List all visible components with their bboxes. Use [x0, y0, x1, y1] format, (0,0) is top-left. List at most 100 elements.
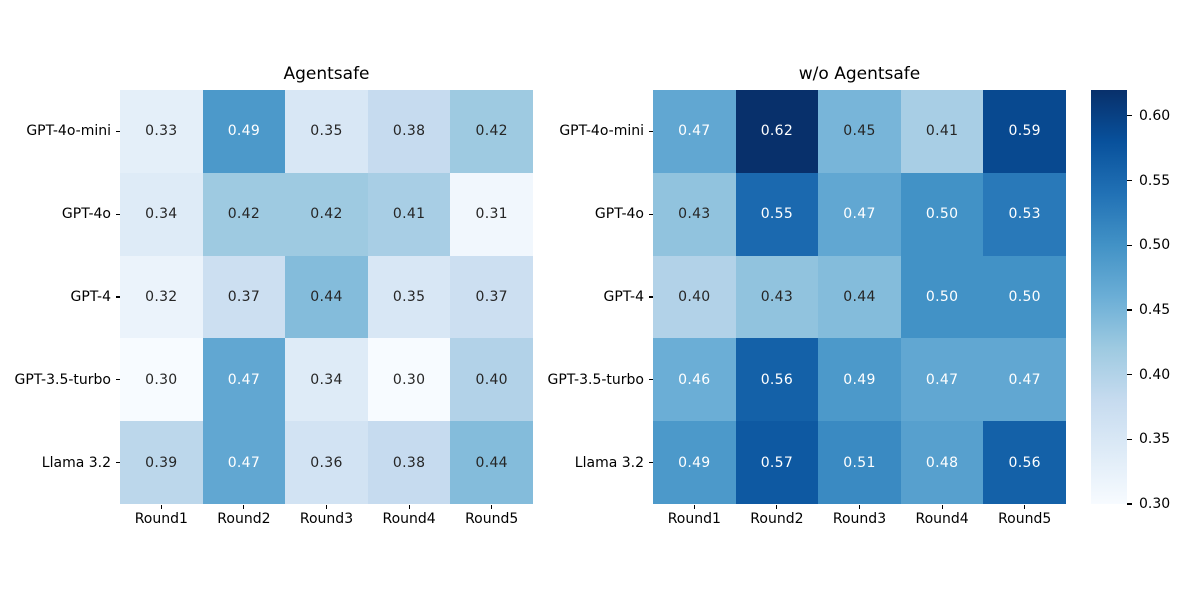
heatmap-cell: 0.44: [818, 255, 901, 339]
y-tick-label: GPT-4o: [594, 206, 644, 223]
colorbar-tick-mark: [1127, 309, 1132, 311]
heatmap-cell: 0.45: [818, 90, 901, 173]
colorbar-tick-mark: [1127, 438, 1132, 440]
heatmap-cell: 0.38: [367, 421, 451, 504]
right-heatmap-title: w/o Agentsafe: [798, 64, 921, 84]
heatmap-cell: 0.39: [120, 421, 203, 504]
heatmap-cell: 0.30: [367, 338, 451, 422]
y-tick-mark: [648, 379, 653, 381]
y-tick-label: GPT-3.5-turbo: [547, 371, 645, 388]
heatmap-cell: 0.57: [735, 421, 819, 504]
heatmap-cell: 0.47: [202, 421, 286, 504]
heatmap-cell: 0.53: [983, 172, 1066, 256]
heatmap-cell: 0.47: [983, 338, 1066, 422]
y-tick-label: GPT-4o-mini: [26, 123, 111, 140]
heatmap-cell: 0.40: [653, 255, 736, 339]
y-tick-label: GPT-4: [603, 289, 644, 305]
heatmap-cell: 0.42: [202, 172, 286, 256]
heatmap-cell: 0.56: [983, 421, 1066, 504]
heatmap-cell: 0.34: [285, 338, 368, 422]
y-tick-mark: [648, 296, 653, 298]
heatmap-cell: 0.49: [202, 90, 286, 173]
y-tick-mark: [648, 213, 653, 215]
x-tick-label: Round1: [667, 511, 721, 527]
x-tick-label: Round1: [134, 511, 188, 527]
heatmap-cell: 0.31: [450, 172, 533, 256]
colorbar-tick-label: 0.35: [1139, 431, 1171, 448]
y-tick-label: GPT-4o: [61, 206, 111, 223]
y-tick-label: GPT-3.5-turbo: [14, 371, 112, 388]
heatmap-cell: 0.51: [818, 421, 901, 504]
x-tick-mark: [858, 504, 861, 509]
colorbar-tick-label: 0.50: [1139, 237, 1171, 254]
heatmap-cell: 0.49: [818, 338, 901, 422]
heatmap-cell: 0.50: [900, 172, 984, 256]
heatmap-cell: 0.56: [735, 338, 819, 422]
heatmap-cell: 0.30: [120, 338, 203, 422]
heatmap-cell: 0.40: [450, 338, 533, 422]
colorbar-tick-label: 0.40: [1139, 366, 1171, 383]
colorbar-tick-label: 0.55: [1139, 172, 1171, 189]
heatmap-cell: 0.55: [735, 172, 819, 256]
y-tick-mark: [115, 379, 120, 381]
y-tick-mark: [648, 130, 653, 132]
x-tick-mark: [160, 504, 162, 509]
heatmap-cell: 0.46: [653, 338, 736, 422]
x-tick-mark: [693, 504, 695, 509]
colorbar-tick-label: 0.30: [1139, 496, 1171, 512]
y-tick-mark: [115, 296, 120, 298]
colorbar-tick-mark: [1127, 115, 1132, 117]
heatmap-cell: 0.62: [735, 90, 819, 173]
y-tick-mark: [115, 213, 120, 215]
heatmap-cell: 0.47: [900, 338, 984, 422]
colorbar-tick-mark: [1127, 503, 1132, 505]
colorbar-tick-mark: [1127, 179, 1132, 182]
heatmap-cell: 0.35: [367, 255, 451, 339]
heatmap-cell: 0.33: [120, 90, 203, 173]
colorbar-tick-mark: [1127, 374, 1132, 376]
heatmap-cell: 0.50: [900, 255, 984, 339]
x-tick-label: Round4: [915, 511, 969, 527]
heatmap-cell: 0.35: [285, 90, 368, 173]
heatmap-cell: 0.44: [450, 421, 533, 504]
heatmap-cell: 0.47: [653, 90, 736, 173]
x-tick-mark: [325, 504, 328, 509]
y-tick-label: Llama 3.2: [41, 454, 111, 471]
y-tick-mark: [648, 462, 653, 464]
heatmap-cell: 0.32: [120, 255, 203, 339]
heatmap-cell: 0.59: [983, 90, 1066, 173]
x-tick-mark: [243, 504, 245, 509]
left-heatmap: 0.33 0.49 0.35 0.38 0.42 0.34 0.42 0.42 0.41 0.31…: [120, 90, 533, 504]
heatmap-cell: 0.47: [202, 338, 286, 422]
y-tick-label: Llama 3.2: [574, 454, 644, 471]
x-tick-label: Round3: [299, 511, 354, 527]
heatmap-cell: 0.42: [450, 90, 533, 173]
x-tick-label: Round2: [750, 511, 804, 527]
y-tick-label: GPT-4o-mini: [559, 123, 644, 140]
heatmap-cell: 0.49: [653, 421, 736, 504]
right-heatmap: 0.47 0.62 0.45 0.41 0.59 0.43 0.55 0.47 0.50 0.53…: [653, 90, 1066, 504]
colorbar: [1091, 90, 1127, 504]
heatmap-cell: 0.37: [202, 255, 286, 339]
heatmap-cell: 0.41: [367, 172, 451, 256]
x-tick-label: Round4: [382, 511, 436, 527]
colorbar-tick-mark: [1127, 244, 1132, 246]
heatmap-cell: 0.48: [900, 421, 984, 504]
heatmap-cell: 0.50: [983, 255, 1066, 339]
x-tick-label: Round5: [998, 511, 1052, 527]
heatmap-cell: 0.41: [900, 90, 984, 173]
colorbar-tick-label: 0.60: [1139, 107, 1171, 124]
y-tick-label: GPT-4: [70, 289, 111, 305]
x-tick-mark: [941, 504, 943, 509]
y-tick-mark: [115, 130, 120, 132]
colorbar-tick-label: 0.45: [1139, 301, 1171, 318]
heatmap-cell: 0.47: [818, 172, 901, 256]
x-tick-mark: [408, 504, 410, 509]
x-tick-mark: [1024, 504, 1026, 509]
x-tick-mark: [491, 504, 493, 509]
heatmap-cell: 0.36: [285, 421, 368, 504]
x-tick-label: Round5: [465, 511, 519, 527]
heatmap-cell: 0.42: [285, 172, 368, 256]
heatmap-cell: 0.38: [367, 90, 451, 173]
